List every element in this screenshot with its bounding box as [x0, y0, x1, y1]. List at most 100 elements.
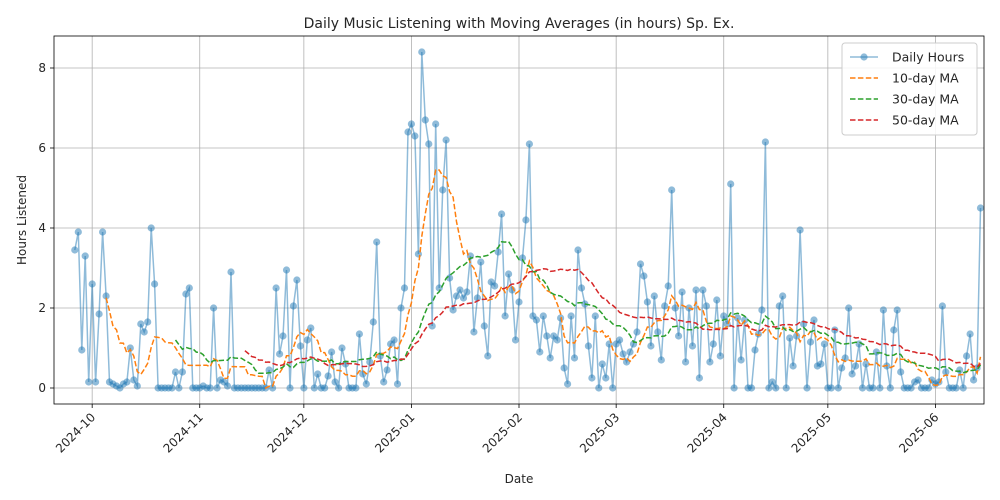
data-point: [758, 306, 766, 314]
data-point: [213, 384, 221, 392]
data-point: [123, 378, 131, 386]
data-point: [300, 384, 308, 392]
data-point: [633, 328, 641, 336]
data-point: [907, 384, 915, 392]
data-point: [282, 266, 291, 274]
data-point: [848, 370, 856, 378]
y-tick-label: 2: [38, 301, 46, 315]
data-point: [938, 302, 947, 310]
data-point: [331, 378, 339, 386]
data-point: [820, 340, 829, 348]
data-point: [400, 284, 409, 292]
data-point: [484, 352, 492, 360]
data-point: [99, 228, 107, 236]
data-point: [78, 346, 86, 354]
data-point: [452, 292, 461, 300]
data-point: [88, 280, 96, 288]
data-point: [293, 276, 301, 284]
x-axis-label: Date: [505, 472, 534, 486]
data-point: [793, 332, 801, 340]
data-point: [477, 258, 485, 266]
data-point: [595, 384, 603, 392]
data-point: [456, 286, 464, 294]
data-point: [140, 328, 148, 336]
data-point: [81, 252, 89, 260]
data-point: [768, 378, 776, 386]
data-point: [393, 380, 402, 388]
data-point: [970, 376, 978, 384]
data-point: [695, 374, 704, 382]
data-point: [335, 384, 343, 392]
data-point: [407, 120, 415, 128]
data-point: [584, 342, 593, 350]
data-point: [314, 370, 322, 378]
data-point: [494, 248, 502, 256]
data-point: [269, 384, 277, 392]
y-axis-label: Hours Listened: [15, 175, 29, 265]
data-point: [678, 288, 686, 296]
data-point: [966, 330, 974, 338]
data-point: [886, 384, 894, 392]
data-point: [692, 286, 700, 294]
data-point: [178, 368, 186, 376]
data-point: [432, 120, 440, 128]
data-point: [806, 338, 815, 346]
data-point: [650, 292, 658, 300]
data-point: [956, 366, 964, 374]
data-point: [307, 324, 315, 332]
series-line-2: [174, 240, 982, 375]
data-point: [352, 384, 360, 392]
data-point: [380, 378, 388, 386]
data-point: [720, 312, 728, 320]
data-point: [459, 294, 468, 302]
data-point: [480, 322, 488, 330]
data-point: [296, 342, 304, 350]
data-point: [716, 352, 724, 360]
data-point: [515, 298, 523, 306]
y-tick-label: 6: [38, 141, 46, 155]
data-point: [449, 306, 457, 314]
data-point: [567, 312, 575, 320]
data-point: [782, 384, 790, 392]
legend-label-3: 50-day MA: [892, 113, 959, 128]
legend: Daily Hours 10-day MA 30-day MA 50-day MA: [841, 42, 978, 136]
data-point: [803, 384, 811, 392]
data-point: [754, 330, 763, 338]
data-point: [751, 346, 759, 354]
data-point: [775, 302, 783, 310]
data-point: [369, 318, 377, 326]
data-point: [144, 318, 152, 326]
data-point: [661, 302, 669, 310]
data-point: [636, 260, 645, 268]
data-point: [897, 368, 905, 376]
data-point: [564, 380, 572, 388]
data-point: [789, 362, 797, 370]
data-point: [470, 328, 478, 336]
data-point: [893, 306, 901, 314]
series-line-3: [244, 268, 982, 368]
data-point: [845, 304, 853, 312]
data-point: [577, 284, 586, 292]
data-point: [518, 254, 527, 262]
data-point: [463, 288, 471, 296]
data-point: [838, 364, 846, 372]
data-point: [852, 362, 860, 370]
data-point: [210, 304, 218, 312]
data-point: [279, 332, 287, 340]
data-point: [425, 140, 433, 148]
data-point: [324, 372, 332, 380]
data-point: [74, 228, 82, 236]
data-point: [289, 302, 297, 310]
y-axis: 0 2 4 6 8: [38, 61, 54, 395]
data-point: [786, 334, 794, 342]
data-point: [640, 272, 648, 280]
data-point: [765, 384, 773, 392]
legend-label-1: 10-day MA: [892, 71, 959, 86]
data-point: [810, 316, 818, 324]
data-point: [959, 384, 967, 392]
data-point: [505, 270, 513, 278]
data-point: [706, 358, 714, 366]
data-point: [737, 356, 745, 364]
data-point: [553, 336, 561, 344]
